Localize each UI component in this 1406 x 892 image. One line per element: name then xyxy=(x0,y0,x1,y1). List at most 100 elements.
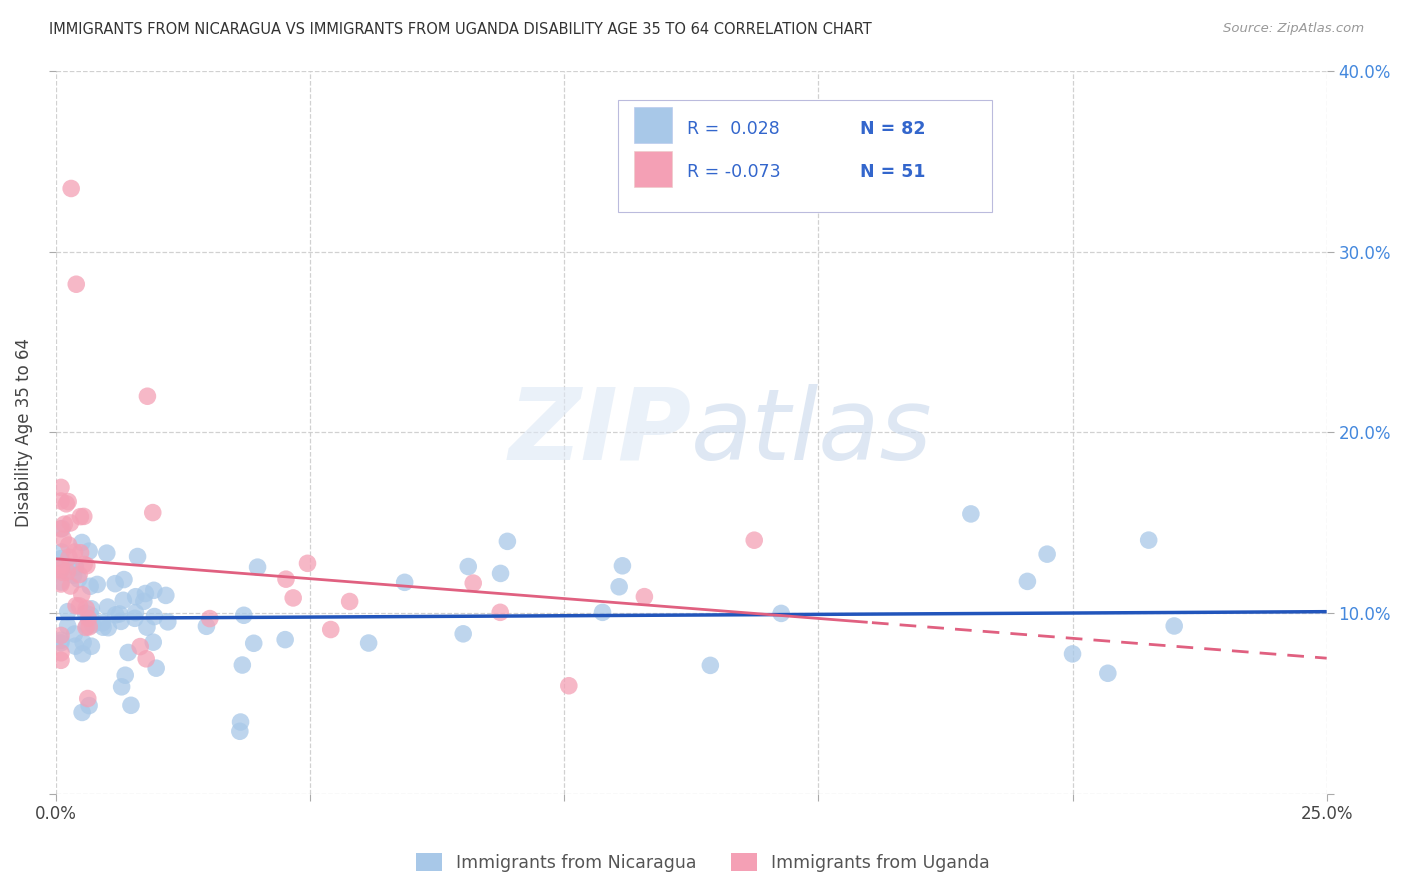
Point xyxy=(63,627,86,641)
Point xyxy=(65,560,87,574)
Point xyxy=(112,573,135,587)
Point xyxy=(633,590,655,604)
Point xyxy=(70,706,93,720)
Point xyxy=(283,591,305,605)
Point xyxy=(742,533,765,548)
Point xyxy=(56,565,79,579)
Text: atlas: atlas xyxy=(692,384,934,481)
Point xyxy=(69,509,91,524)
Point xyxy=(155,588,177,602)
Point xyxy=(51,522,73,536)
Point xyxy=(58,550,80,565)
Text: Source: ZipAtlas.com: Source: ZipAtlas.com xyxy=(1223,22,1364,36)
Point xyxy=(70,535,93,549)
Point xyxy=(56,494,79,508)
Point xyxy=(246,560,269,574)
Point xyxy=(86,577,108,591)
Point xyxy=(142,506,165,520)
Point xyxy=(1036,547,1059,561)
Point xyxy=(142,583,165,598)
Point xyxy=(489,566,512,581)
Point xyxy=(72,647,94,661)
Point xyxy=(1097,666,1119,681)
Text: R = -0.073: R = -0.073 xyxy=(688,163,782,181)
Point xyxy=(127,549,149,564)
Point xyxy=(136,389,159,403)
Point xyxy=(96,546,118,560)
Point xyxy=(77,620,100,634)
Point xyxy=(156,615,179,629)
Point xyxy=(111,680,134,694)
Text: IMMIGRANTS FROM NICARAGUA VS IMMIGRANTS FROM UGANDA DISABILITY AGE 35 TO 64 CORR: IMMIGRANTS FROM NICARAGUA VS IMMIGRANTS … xyxy=(49,22,872,37)
Point xyxy=(49,633,72,648)
Point xyxy=(592,605,614,619)
Point xyxy=(112,593,135,607)
Point xyxy=(49,558,72,573)
Point xyxy=(699,658,721,673)
Point xyxy=(97,621,120,635)
Point xyxy=(117,645,139,659)
Point xyxy=(110,615,132,629)
Point xyxy=(65,277,87,292)
Point xyxy=(59,579,82,593)
Point xyxy=(319,623,342,637)
Point xyxy=(67,572,90,586)
Point xyxy=(63,545,86,559)
Point xyxy=(60,181,83,195)
Point xyxy=(51,545,73,559)
Point xyxy=(75,607,97,621)
Point xyxy=(457,559,479,574)
Point xyxy=(136,620,159,634)
Point xyxy=(120,698,142,713)
Point xyxy=(134,586,156,600)
Point xyxy=(65,560,87,574)
Point xyxy=(49,522,72,536)
Point xyxy=(79,579,101,593)
Point xyxy=(463,576,485,591)
Point xyxy=(1017,574,1039,589)
Point xyxy=(242,636,264,650)
Point xyxy=(73,509,96,524)
Text: N = 82: N = 82 xyxy=(860,120,925,138)
Point xyxy=(49,551,72,566)
Point xyxy=(394,575,416,590)
Point xyxy=(56,619,79,633)
Point xyxy=(357,636,380,650)
Point xyxy=(65,639,87,653)
Point xyxy=(82,617,104,632)
Point xyxy=(67,599,90,613)
Point xyxy=(77,544,100,558)
Point xyxy=(49,653,72,667)
Point xyxy=(558,679,581,693)
FancyBboxPatch shape xyxy=(634,151,672,186)
Point xyxy=(49,636,72,650)
Point xyxy=(135,652,157,666)
Point xyxy=(496,534,519,549)
Point xyxy=(195,619,218,633)
Text: R =  0.028: R = 0.028 xyxy=(688,120,780,138)
Point xyxy=(612,558,634,573)
Point xyxy=(76,619,98,633)
Point xyxy=(489,605,512,619)
Point xyxy=(124,611,146,625)
Point xyxy=(77,611,100,625)
Point xyxy=(114,668,136,682)
Point xyxy=(75,620,97,634)
Point xyxy=(1137,533,1160,548)
Point xyxy=(53,517,76,532)
Point xyxy=(770,607,793,621)
Point xyxy=(56,605,79,619)
Point xyxy=(229,724,252,739)
Point xyxy=(451,627,474,641)
Point xyxy=(76,558,98,573)
Point xyxy=(124,606,146,620)
Text: ZIP: ZIP xyxy=(509,384,692,481)
Point xyxy=(274,632,297,647)
Point xyxy=(124,590,146,604)
Point xyxy=(55,497,77,511)
Point xyxy=(73,558,96,572)
Point xyxy=(65,599,87,613)
Point xyxy=(232,608,254,623)
Point xyxy=(72,635,94,649)
Point xyxy=(77,698,100,713)
